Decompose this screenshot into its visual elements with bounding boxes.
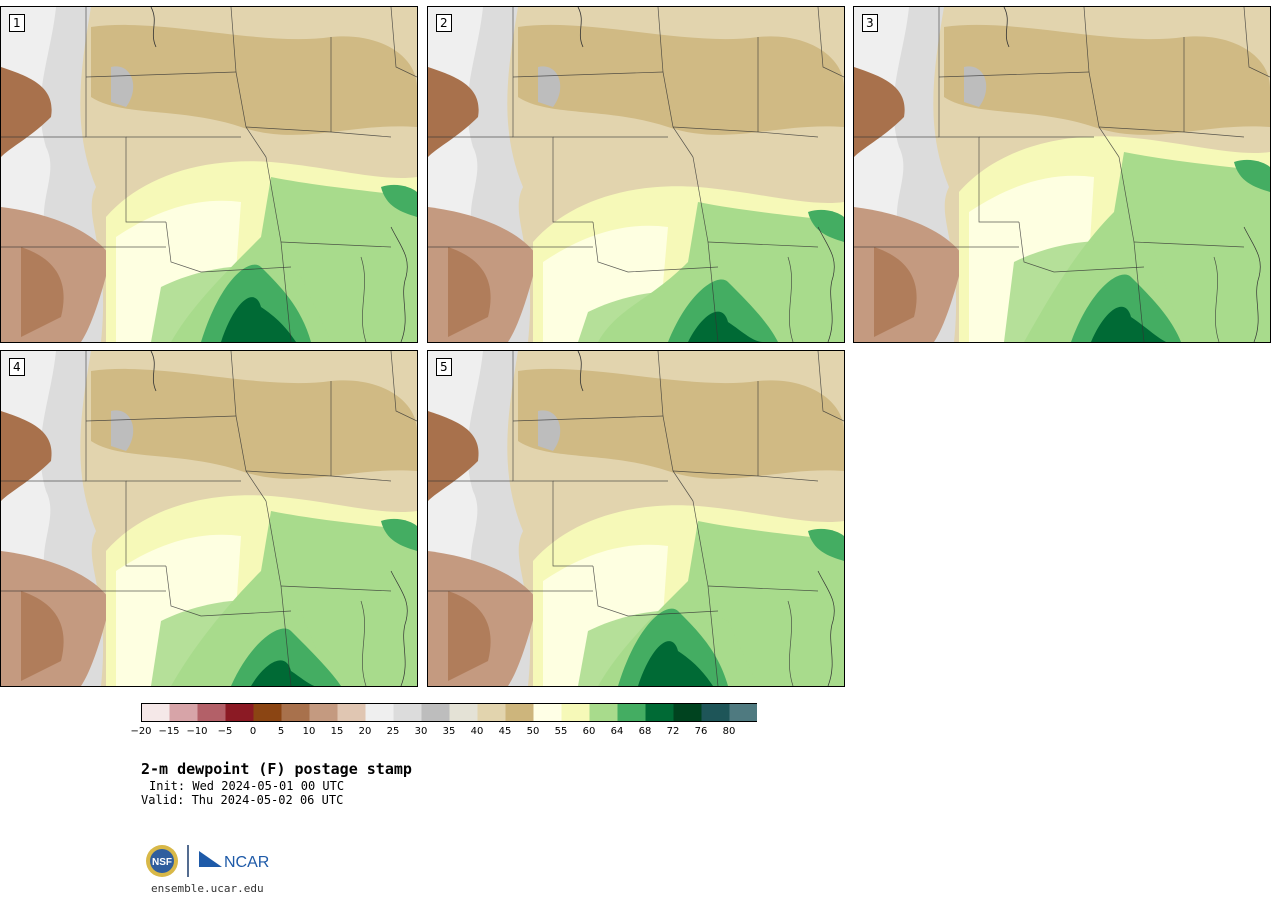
colorbar-swatch [701,703,730,722]
colorbar-swatch [729,703,757,722]
colorbar-swatch [365,703,394,722]
colorbar-swatch [589,703,618,722]
logos: NSF NCAR [146,845,269,877]
ensemble-member-panel-1: 1 [0,6,418,343]
colorbar-tick-label: 15 [330,726,344,737]
nsf-logo-text: NSF [152,857,172,868]
website-url: ensemble.ucar.edu [151,882,264,895]
ncar-logo-icon: NCAR [199,851,269,871]
colorbar-tick-label: 80 [722,726,736,737]
ensemble-member-panel-2: 2 [427,6,845,343]
colorbar-tick-label: 20 [358,726,372,737]
colorbar-tick-label: −5 [217,726,233,737]
ensemble-member-panel-5: 5 [427,350,845,687]
colorbar-tick-label: 72 [666,726,680,737]
colorbar-tick-label: −15 [158,726,180,737]
colorbar-tick-label: 68 [638,726,652,737]
colorbar-tick-label: 50 [526,726,540,737]
colorbar-tick-label: 64 [610,726,624,737]
colorbar-tick-label: 0 [249,726,257,737]
colorbar-swatch [253,703,282,722]
nsf-logo-icon: NSF [146,845,178,877]
colorbar-tick-label: 60 [582,726,596,737]
colorbar-swatch [197,703,226,722]
colorbar-tick-label: 35 [442,726,456,737]
colorbar-swatch [561,703,590,722]
colorbar-tick-label: 76 [694,726,708,737]
colorbar-swatch [477,703,506,722]
dewpoint-map [1,351,417,686]
panel-label: 4 [9,358,25,376]
colorbar [141,703,757,722]
panel-label: 1 [9,14,25,32]
colorbar-tick-label: 25 [386,726,400,737]
colorbar-swatch [309,703,338,722]
valid-time: Valid: Thu 2024-05-02 06 UTC [141,793,344,807]
init-time: Init: Wed 2024-05-01 00 UTC [149,779,345,793]
colorbar-swatch [337,703,366,722]
colorbar-tick-label: −20 [130,726,152,737]
colorbar-tick-label: 45 [498,726,512,737]
colorbar-swatch [225,703,254,722]
colorbar-swatch [393,703,422,722]
dewpoint-map [1,7,417,342]
ncar-logo-text: NCAR [224,854,269,871]
colorbar-swatch [645,703,674,722]
colorbar-swatch [673,703,702,722]
dewpoint-map [428,7,844,342]
colorbar-tick-label: 40 [470,726,484,737]
panel-label: 5 [436,358,452,376]
colorbar-swatch [169,703,198,722]
colorbar-swatch [505,703,534,722]
colorbar-swatch [421,703,450,722]
colorbar-swatch [141,703,170,722]
colorbar-swatch [449,703,478,722]
figure-title: 2-m dewpoint (F) postage stamp [141,760,412,778]
colorbar-tick-label: −10 [186,726,208,737]
colorbar-swatch [281,703,310,722]
dewpoint-map [428,351,844,686]
dewpoint-map [854,7,1270,342]
colorbar-tick-label: 30 [414,726,428,737]
colorbar-swatch [533,703,562,722]
panel-label: 2 [436,14,452,32]
colorbar-tick-label: 10 [302,726,316,737]
colorbar-tick-label: 55 [554,726,568,737]
ensemble-member-panel-4: 4 [0,350,418,687]
panel-label: 3 [862,14,878,32]
colorbar-swatch [617,703,646,722]
colorbar-tick-label: 5 [277,726,285,737]
ensemble-member-panel-3: 3 [853,6,1271,343]
